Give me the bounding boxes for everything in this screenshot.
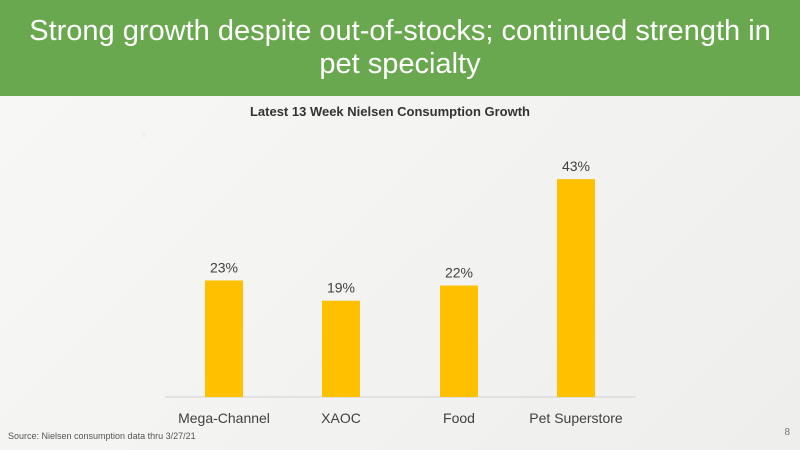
category-label: Pet Superstore — [529, 410, 623, 426]
bar-mega-channel — [205, 280, 243, 397]
data-label: 22% — [445, 265, 473, 281]
bar-pet-superstore — [557, 179, 595, 397]
slide-title: Strong growth despite out-of-stocks; con… — [29, 15, 771, 80]
data-label: 23% — [210, 259, 238, 275]
category-label: Food — [443, 410, 475, 426]
data-label: 43% — [562, 158, 590, 174]
page-number: 8 — [784, 427, 790, 438]
bar-xaoc — [322, 300, 360, 397]
category-label: Mega-Channel — [178, 410, 270, 426]
title-banner: Strong growth despite out-of-stocks; con… — [0, 0, 800, 96]
source-note: Source: Nielsen consumption data thru 3/… — [8, 431, 196, 441]
chart-title: Latest 13 Week Nielsen Consumption Growt… — [249, 104, 531, 119]
bar-food — [440, 285, 478, 397]
data-label: 19% — [327, 280, 355, 296]
category-label: XAOC — [321, 410, 361, 426]
